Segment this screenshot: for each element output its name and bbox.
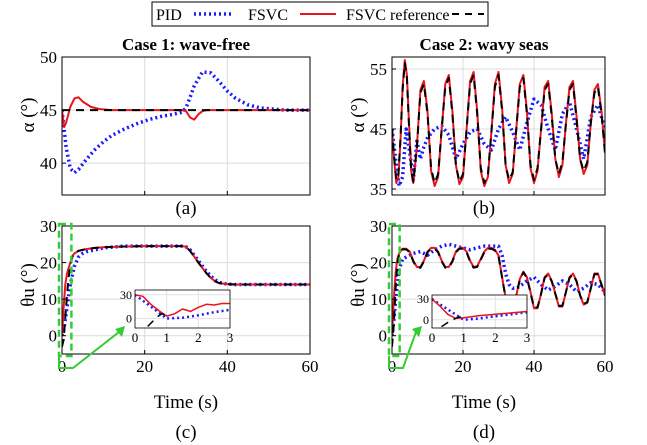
panel-c: 0 10 20 30 0 20 40 60 0 30 0 1 2 3 [40, 217, 319, 376]
panel-c-zoom-arrow [58, 331, 120, 369]
panel-b-caption: (b) [473, 198, 495, 219]
panel-d-xtick-label: 20 [455, 357, 472, 376]
panel-d-inset-frame [431, 294, 528, 329]
panel-c-inset-series-fsvc-reference [147, 313, 167, 327]
panel-c-xtick-label: 60 [302, 357, 319, 376]
panel-d-inset-series-fsvc [432, 298, 527, 320]
legend-label-fsvc: FSVC [248, 7, 288, 24]
panel-c-xtick-label: 40 [219, 357, 236, 376]
panel-a-caption: (a) [175, 198, 196, 219]
panel-a-ytick-label: 50 [40, 48, 57, 67]
panel-d-ytick-label: 10 [370, 290, 387, 309]
panel-d-inset-series-fsvc-reference [441, 316, 464, 328]
panel-c-inset-series-fsvc [135, 294, 230, 317]
panel-b-title: Case 2: wavy seas [420, 35, 549, 54]
panel-b-ytick-label: 35 [370, 180, 387, 199]
panel-d-xtick-label: 60 [597, 357, 614, 376]
panel-a-series-pid [62, 70, 310, 175]
panel-c-ytick-label: 10 [40, 290, 57, 309]
panel-b-series-fsvc-reference [392, 62, 605, 184]
panel-d-ytick-label: 30 [370, 217, 387, 236]
panel-d-inset-series-pid [432, 298, 527, 322]
legend-label-pid: PID [156, 7, 182, 24]
panel-c-ylabel: θu (°) [18, 263, 39, 307]
panel-c-inset-xtick-label: 3 [227, 330, 234, 345]
panel-b-frame [391, 56, 606, 196]
panel-d-inset-ytick-label: 30 [417, 292, 429, 306]
panel-c-inset-ytick-label: 0 [126, 312, 132, 326]
panel-c-inset-xtick-label: 1 [163, 330, 170, 345]
panel-d-xtick-label: 0 [388, 357, 397, 376]
panel-d-xtick-label: 40 [526, 357, 543, 376]
legend: PID FSVC FSVC reference [151, 1, 489, 27]
panel-d: 0 10 20 30 0 20 40 60 0 30 0 1 2 3 [370, 217, 614, 376]
panel-c-zoom-box [57, 222, 73, 358]
panel-c-ytick-label: 30 [40, 217, 57, 236]
panel-b: 35 45 55 [370, 56, 606, 199]
panel-c-xtick-label: 20 [136, 357, 153, 376]
panel-a: 40 45 50 [40, 48, 311, 196]
panel-d-zoom-arrow [388, 331, 417, 369]
panel-c-xlabel: Time (s) [154, 392, 218, 413]
panel-d-xlabel: Time (s) [452, 392, 516, 413]
panel-c-inset-series-pid [135, 293, 230, 320]
panel-a-ylabel: α (°) [18, 98, 39, 133]
panel-d-inset-xtick-label: 3 [524, 330, 531, 345]
panel-d-caption: (d) [473, 422, 495, 443]
legend-label-reference: FSVC reference [346, 7, 450, 24]
panel-a-frame [61, 56, 311, 196]
panel-c-inset-ytick-label: 30 [120, 288, 132, 302]
panel-c-frame [61, 225, 311, 355]
panel-a-plot-area [62, 57, 310, 195]
panel-b-ytick-label: 55 [370, 60, 387, 79]
panel-c-ytick-label: 0 [49, 327, 58, 346]
panel-d-zoom-box [387, 222, 401, 358]
panel-d-inset-xtick-label: 1 [460, 330, 467, 345]
panel-c-inset-xtick-label: 0 [132, 330, 139, 345]
panel-d-ytick-label: 0 [379, 327, 388, 346]
panel-d-zoom-arrowhead [412, 326, 422, 337]
panel-d-inset-ytick-label: 0 [423, 313, 429, 327]
panel-c-inset-frame [134, 289, 231, 329]
panel-d-ytick-label: 20 [370, 254, 387, 273]
panel-a-title: Case 1: wave-free [122, 35, 251, 54]
panel-b-ytick-label: 45 [370, 120, 387, 139]
panel-b-ylabel: α (°) [348, 98, 369, 133]
panel-c-xtick-label: 0 [58, 357, 67, 376]
panel-d-series-fsvc-reference [392, 247, 605, 347]
panel-c-caption: (c) [175, 422, 196, 443]
panel-d-inset-xtick-label: 0 [429, 330, 436, 345]
panel-d-frame [391, 225, 606, 355]
panel-d-inset-xtick-label: 2 [492, 330, 499, 345]
panel-c-inset-xtick-label: 2 [195, 330, 202, 345]
panel-a-ytick-label: 45 [40, 101, 57, 120]
panel-d-series-pid [392, 242, 605, 336]
panel-a-ytick-label: 40 [40, 154, 57, 173]
panel-c-zoom-arrowhead [115, 326, 125, 337]
panel-d-ylabel: θu (°) [348, 263, 369, 307]
panel-c-ytick-label: 20 [40, 254, 57, 273]
